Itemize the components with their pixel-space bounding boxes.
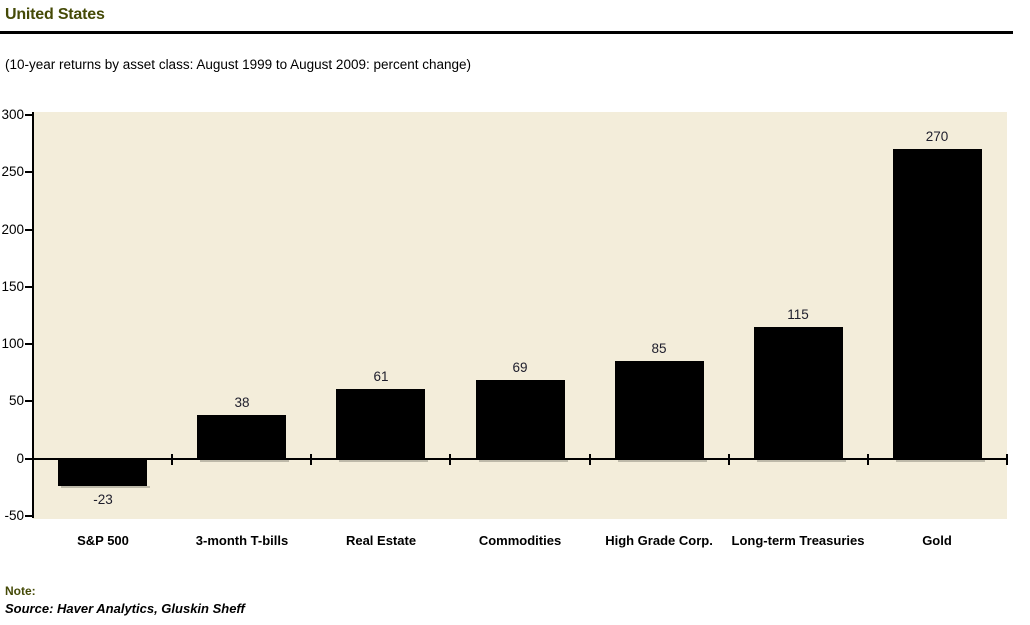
x-category-label: High Grade Corp. <box>605 533 713 548</box>
y-axis-tick-label: 250 <box>1 163 24 179</box>
bar-value-label: 85 <box>651 341 667 356</box>
y-axis-tick <box>25 400 33 402</box>
page-title: United States <box>5 6 105 23</box>
bar-shadow <box>61 486 150 488</box>
bar-shadow <box>618 460 707 462</box>
bar-shadow <box>479 460 568 462</box>
bar-shadow <box>200 460 289 462</box>
y-axis-tick-label: 50 <box>8 392 24 408</box>
x-axis-tick <box>449 454 451 465</box>
bar <box>754 327 843 459</box>
bar-value-label: 69 <box>512 360 528 375</box>
bar-shadow <box>896 460 985 462</box>
x-category-label: Gold <box>922 533 952 548</box>
bar <box>476 380 565 459</box>
bar-value-label: 270 <box>925 129 949 144</box>
x-axis-tick <box>310 454 312 465</box>
y-axis-tick <box>25 171 33 173</box>
bar <box>58 460 147 486</box>
x-axis-tick <box>867 454 869 465</box>
x-axis-tick <box>32 454 34 465</box>
y-axis-tick <box>25 114 33 116</box>
y-axis-tick <box>25 286 33 288</box>
bar-value-label: 61 <box>373 369 389 384</box>
x-category-label: 3-month T-bills <box>195 533 289 548</box>
note-label: Note: <box>5 584 36 598</box>
y-axis-line <box>32 112 34 518</box>
bar-value-label: -23 <box>93 492 113 507</box>
x-axis-tick <box>1006 454 1008 465</box>
y-axis-tick <box>25 343 33 345</box>
bar-value-label: 115 <box>787 307 809 322</box>
bar <box>893 149 982 459</box>
y-axis-tick <box>25 515 33 517</box>
x-axis-tick <box>171 454 173 465</box>
x-category-label: Commodities <box>478 533 562 548</box>
source-text: Source: Haver Analytics, Gluskin Sheff <box>5 601 245 616</box>
bar <box>197 415 286 459</box>
bar-value-label: 38 <box>234 395 250 410</box>
y-axis-tick-label: 100 <box>1 335 24 351</box>
y-axis-tick-label: 300 <box>1 106 24 122</box>
bar-shadow <box>757 460 846 462</box>
x-axis-line <box>33 458 1007 460</box>
y-axis-tick <box>25 458 33 460</box>
y-axis-tick-label: 200 <box>1 221 24 237</box>
bar-shadow <box>339 460 428 462</box>
x-category-label: Long-term Treasuries <box>731 533 865 548</box>
y-axis-tick-label: 0 <box>16 450 24 466</box>
y-axis-tick-label: 150 <box>1 278 24 294</box>
bar <box>336 389 425 459</box>
x-category-label: S&P 500 <box>77 533 129 548</box>
title-divider <box>0 31 1013 34</box>
x-axis-tick <box>728 454 730 465</box>
bar <box>615 361 704 459</box>
x-category-label: Real Estate <box>345 533 417 548</box>
y-axis-tick <box>25 229 33 231</box>
x-axis-tick <box>589 454 591 465</box>
y-axis-tick-label: -50 <box>4 507 24 523</box>
chart-subtitle: (10-year returns by asset class: August … <box>5 57 472 72</box>
